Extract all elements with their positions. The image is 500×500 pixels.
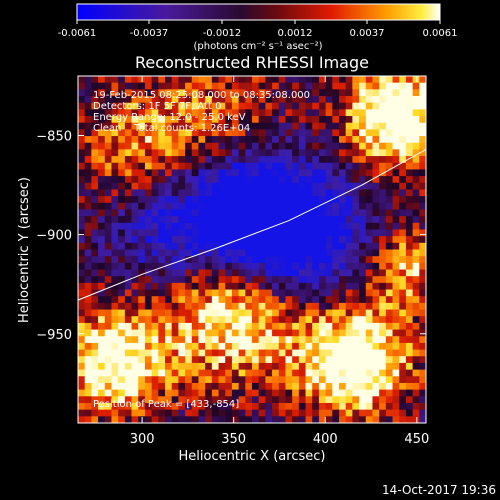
x-axis-ticks: 300 350 400 450 — [130, 76, 429, 447]
colorbar-ticks — [76, 20, 441, 24]
y-tick-label: −850 — [36, 129, 72, 144]
heatmap-cells — [78, 76, 426, 423]
timestamp: 14-Oct-2017 19:36 — [382, 483, 496, 497]
colorbar-units: (photons cm⁻² s⁻¹ asec⁻²) — [193, 41, 322, 52]
x-tick-label: 300 — [130, 432, 155, 447]
colorbar-tick-label: 0.0012 — [278, 28, 313, 39]
peak-position-text: Position of Peak = [433,-854] — [93, 399, 239, 410]
y-axis-label: Heliocentric Y (arcsec) — [17, 177, 32, 323]
clean-counts-text: Clean Total counts: 1.26E+04 — [93, 123, 250, 134]
x-tick-label: 350 — [221, 432, 246, 447]
x-axis-label: Heliocentric X (arcsec) — [179, 449, 326, 464]
colorbar — [76, 3, 441, 21]
chart-title: Reconstructed RHESSI Image — [135, 53, 369, 72]
y-tick-label: −900 — [36, 229, 72, 244]
detectors-text: Detectors: 1F 5F 7F, Att 0 — [93, 101, 221, 112]
colorbar-tick-label: -0.0012 — [203, 28, 242, 39]
energy-range-text: Energy Range: 12.0 - 25.0 keV — [93, 112, 246, 123]
y-tick-label: −950 — [36, 328, 72, 343]
colorbar-tick-label: -0.0037 — [130, 28, 169, 39]
time-range-text: 19-Feb-2015 08:25:08.000 to 08:35:08.000 — [93, 90, 310, 101]
solar-limb-curve — [78, 148, 426, 301]
x-tick-label: 450 — [404, 432, 429, 447]
y-axis-ticks: −850 −900 −950 — [36, 129, 426, 343]
x-tick-label: 400 — [313, 432, 338, 447]
plot-frame — [77, 75, 427, 424]
colorbar-tick-label: 0.0061 — [423, 28, 458, 39]
colorbar-tick-label: -0.0061 — [58, 28, 97, 39]
colorbar-tick-label: 0.0037 — [350, 28, 385, 39]
